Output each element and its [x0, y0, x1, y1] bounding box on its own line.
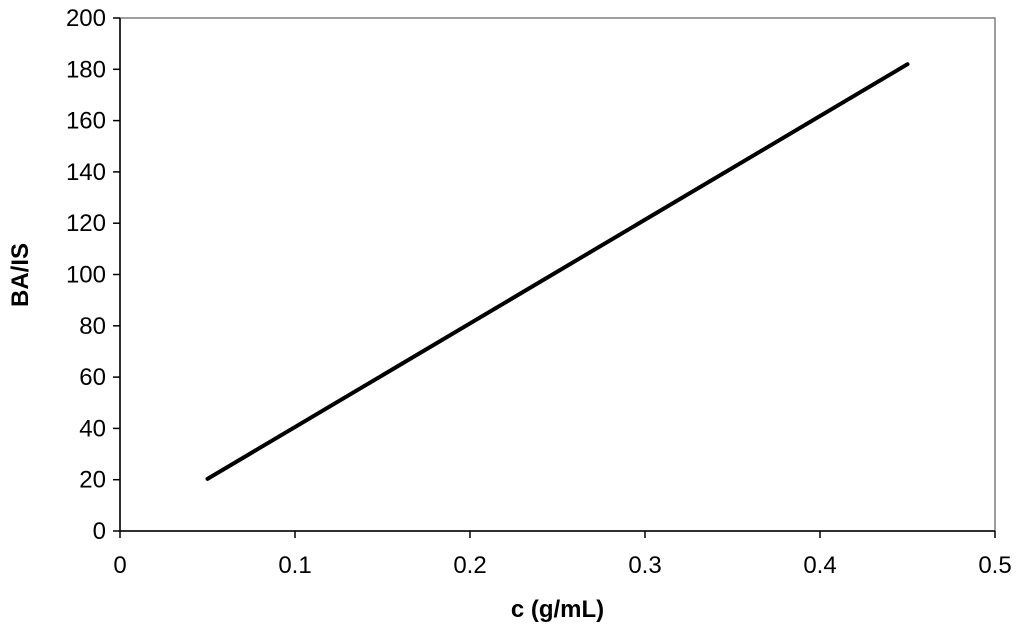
y-tick-label: 100	[66, 262, 106, 289]
y-tick-label: 80	[79, 313, 106, 340]
y-tick-label: 0	[93, 518, 106, 545]
y-tick-label: 60	[79, 364, 106, 391]
y-tick-label: 140	[66, 159, 106, 186]
y-tick-label: 160	[66, 108, 106, 135]
y-tick-label: 120	[66, 210, 106, 237]
series-layer	[205, 62, 910, 481]
axis-ticks: 0 20 40 60 80 100 120 140 160 180 200 0 0.1 0.2 0.3 0.4…	[66, 5, 1012, 579]
x-axis-title: c (g/mL)	[511, 596, 604, 623]
x-tick-label: 0	[113, 552, 126, 579]
y-axis-title: BA/IS	[7, 243, 34, 307]
y-tick-label: 200	[66, 5, 106, 32]
x-tick-label: 0.2	[453, 552, 486, 579]
x-tick-label: 0.3	[628, 552, 661, 579]
y-tick-label: 180	[66, 56, 106, 83]
y-tick-label: 20	[79, 467, 106, 494]
y-tick-label: 40	[79, 415, 106, 442]
series-line-1	[205, 62, 910, 481]
x-tick-label: 0.4	[803, 552, 836, 579]
x-tick-label: 0.5	[978, 552, 1011, 579]
x-tick-label: 0.1	[278, 552, 311, 579]
